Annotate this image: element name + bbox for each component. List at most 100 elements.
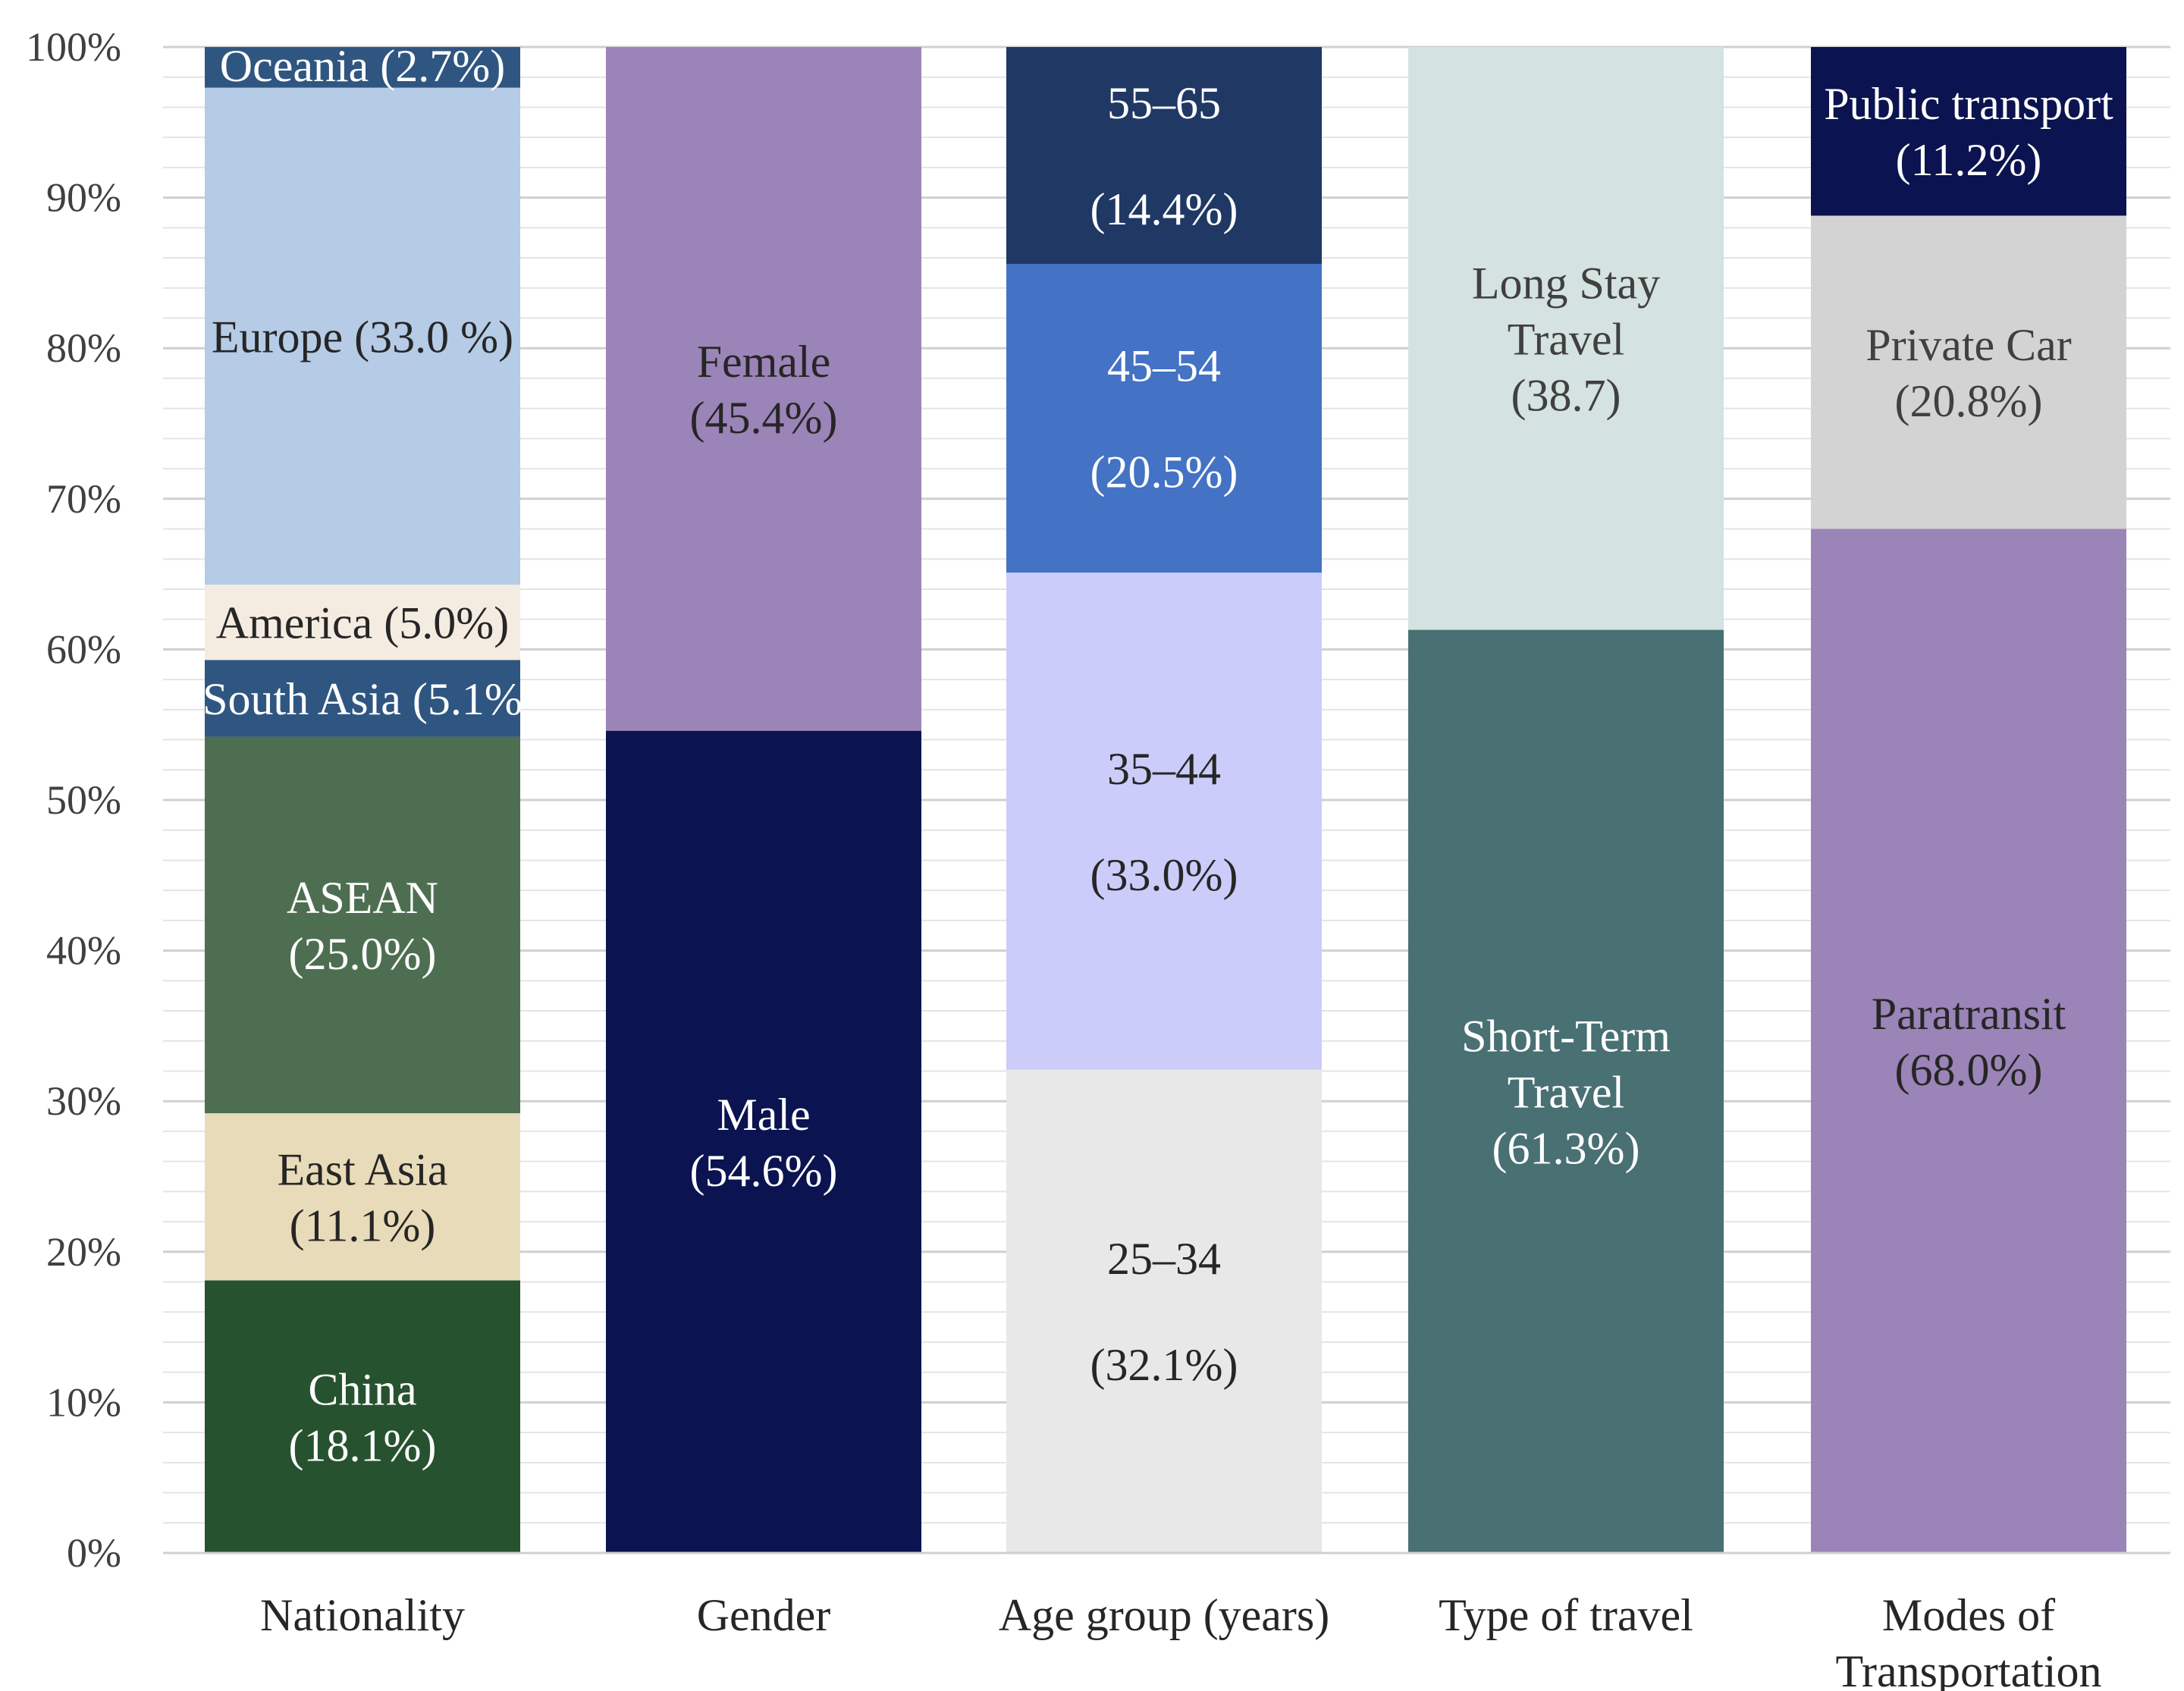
bars: China (18.1%) East Asia (11.1%) ASEAN (25.0%)… bbox=[202, 41, 2126, 1553]
segment-label: Paratransit (68.0%) bbox=[1872, 989, 2066, 1095]
segment-label: ASEAN (25.0%) bbox=[287, 873, 438, 979]
y-tick-label: 100% bbox=[26, 24, 121, 70]
bar-segment bbox=[1811, 47, 2126, 216]
bar-segment bbox=[1006, 47, 1322, 264]
x-category-label-line: Gender bbox=[697, 1590, 831, 1640]
bar-segment bbox=[205, 736, 520, 1114]
segment-label-line: (32.1%) bbox=[1090, 1340, 1238, 1390]
y-tick-label: 10% bbox=[46, 1379, 121, 1425]
segment-label: Long Stay Travel (38.7) bbox=[1472, 258, 1660, 420]
x-category-label-line: Age group (years) bbox=[999, 1590, 1330, 1640]
segment-label: Male (54.6%) bbox=[690, 1090, 838, 1196]
segment-label: 55–65 (14.4%) bbox=[1090, 78, 1238, 234]
segment-label-line: Travel bbox=[1508, 1067, 1624, 1117]
segment-label: China (18.1%) bbox=[289, 1364, 437, 1470]
segment-label-line: (11.2%) bbox=[1896, 135, 2042, 185]
segment-label-line: Female bbox=[697, 337, 831, 387]
segment-label-line: (45.4%) bbox=[690, 393, 838, 443]
y-tick-label: 30% bbox=[46, 1078, 121, 1124]
segment-label: East Asia (11.1%) bbox=[278, 1144, 448, 1250]
bar-segment bbox=[205, 87, 520, 585]
segment-label-line: Private Car bbox=[1866, 320, 2072, 370]
segment-label-line: Short-Term bbox=[1461, 1011, 1671, 1061]
x-category-label-line: Transportation bbox=[1835, 1646, 2101, 1691]
y-tick-label: 90% bbox=[46, 175, 121, 221]
y-tick-label: 60% bbox=[46, 626, 121, 672]
segment-label-line: (14.4%) bbox=[1090, 184, 1238, 234]
segment-label-line: ASEAN bbox=[287, 873, 438, 923]
bar-stack-0: China (18.1%) East Asia (11.1%) ASEAN (25.0%)… bbox=[202, 41, 522, 1553]
segment-label-line: (61.3%) bbox=[1492, 1123, 1640, 1173]
segment-label-line: Long Stay bbox=[1472, 258, 1660, 308]
bar-segment bbox=[1811, 215, 2126, 529]
x-category-label: Type of travel bbox=[1439, 1590, 1693, 1640]
x-category-label: Nationality bbox=[260, 1590, 465, 1640]
bar-segment bbox=[1408, 629, 1724, 1553]
bar-segment bbox=[205, 47, 520, 88]
x-category-label: Gender bbox=[697, 1590, 831, 1640]
y-tick-label: 80% bbox=[46, 325, 121, 371]
segment-label: Europe (33.0 %) bbox=[212, 312, 513, 362]
segment-label-line: Oceania (2.7%) bbox=[220, 41, 505, 91]
segment-label-line: (11.1%) bbox=[290, 1200, 436, 1250]
segment-label: 25–34 (32.1%) bbox=[1090, 1234, 1238, 1390]
segment-label-line: 25–34 bbox=[1107, 1234, 1221, 1284]
bar-segment bbox=[1006, 263, 1322, 573]
segment-label-line: (20.8%) bbox=[1895, 376, 2043, 426]
segment-label-line: Travel bbox=[1508, 314, 1624, 364]
segment-label-line: (18.1%) bbox=[289, 1420, 437, 1470]
bar-segment bbox=[205, 1280, 520, 1553]
bar-segment bbox=[1006, 573, 1322, 1070]
segment-label-line: (25.0%) bbox=[289, 929, 437, 979]
segment-label-line: East Asia bbox=[278, 1144, 448, 1194]
bar-stack-1: Male (54.6%) Female (45.4%) bbox=[606, 47, 921, 1553]
segment-label-line: 55–65 bbox=[1107, 78, 1221, 128]
segment-label-line: 35–44 bbox=[1107, 744, 1221, 794]
bar-segment bbox=[606, 730, 921, 1553]
bar-stack-3: Short-Term Travel (61.3%) Long Stay Travel (3… bbox=[1408, 47, 1724, 1553]
x-category-label-line: Modes of bbox=[1882, 1590, 2055, 1640]
bar-segment bbox=[1408, 47, 1724, 630]
segment-label-line: (54.6%) bbox=[690, 1146, 838, 1196]
y-axis-ticks: 0% 10% 20% 30% 40% 50% 60% 70% 80% 90% 100% bbox=[26, 24, 121, 1576]
x-category-label-line: Nationality bbox=[260, 1590, 465, 1640]
segment-label-line: Male bbox=[717, 1090, 810, 1140]
x-category-label: Modes of Transportation bbox=[1835, 1590, 2101, 1691]
bar-stack-4: Paratransit (68.0%) Private Car (20.8%) Publ… bbox=[1811, 47, 2126, 1553]
segment-label-line: 45–54 bbox=[1107, 341, 1221, 391]
segment-label: Private Car (20.8%) bbox=[1866, 320, 2072, 426]
bar-segment bbox=[606, 47, 921, 731]
y-tick-label: 0% bbox=[67, 1530, 121, 1576]
segment-label-line: South Asia (5.1% bbox=[202, 674, 522, 724]
y-tick-label: 40% bbox=[46, 928, 121, 974]
segment-label: America (5.0%) bbox=[216, 598, 509, 648]
segment-label: Oceania (2.7%) bbox=[220, 41, 505, 91]
y-tick-label: 50% bbox=[46, 777, 121, 823]
segment-label: Short-Term Travel (61.3%) bbox=[1461, 1011, 1671, 1173]
y-tick-label: 70% bbox=[46, 476, 121, 522]
x-category-label-line: Type of travel bbox=[1439, 1590, 1693, 1640]
segment-label-line: China bbox=[308, 1364, 416, 1414]
bar-segment bbox=[205, 660, 520, 737]
segment-label-line: Paratransit bbox=[1872, 989, 2066, 1039]
bar-segment bbox=[1811, 529, 2126, 1553]
bar-stack-2: 25–34 (32.1%) 35–44 (33.0%) 45–54 (20.5%) 55–6… bbox=[1006, 47, 1322, 1553]
bar-segment bbox=[205, 1113, 520, 1281]
segment-label: Female (45.4%) bbox=[690, 337, 838, 443]
segment-label: 35–44 (33.0%) bbox=[1090, 744, 1238, 900]
x-category-label: Age group (years) bbox=[999, 1590, 1330, 1640]
segment-label-line: (38.7) bbox=[1511, 370, 1621, 420]
bar-segment bbox=[205, 585, 520, 660]
segment-label-line: (33.0%) bbox=[1090, 850, 1238, 900]
segment-label: 45–54 (20.5%) bbox=[1090, 341, 1238, 497]
x-axis-labels: Nationality Gender Age group (years) Type o… bbox=[260, 1590, 2102, 1691]
segment-label-line: (68.0%) bbox=[1895, 1045, 2043, 1095]
segment-label-line: Public transport bbox=[1824, 79, 2113, 129]
bar-segment bbox=[1006, 1069, 1322, 1553]
y-tick-label: 20% bbox=[46, 1229, 121, 1275]
segment-label-line: Europe (33.0 %) bbox=[212, 312, 513, 362]
segment-label-line: America (5.0%) bbox=[216, 598, 509, 648]
segment-label-line: (20.5%) bbox=[1090, 447, 1238, 497]
